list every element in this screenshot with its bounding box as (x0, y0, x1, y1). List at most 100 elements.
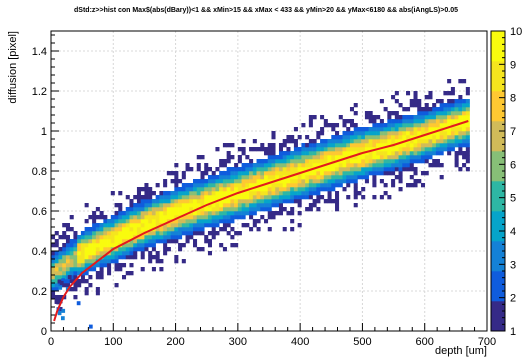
heatmap-cell (58, 275, 63, 280)
heatmap-cell (387, 151, 392, 156)
heatmap-cell (364, 131, 369, 136)
heatmap-cell (278, 199, 284, 204)
heatmap-cell (226, 175, 231, 180)
heatmap-cell (278, 143, 284, 148)
heatmap-cell (99, 239, 104, 244)
heatmap-cell (349, 171, 355, 176)
heatmap-cell (420, 151, 426, 156)
heatmap-cell (286, 199, 291, 204)
heatmap-cell (278, 151, 284, 156)
heatmap-cell (368, 139, 373, 144)
heatmap-cell (342, 135, 347, 140)
heatmap-cell (65, 235, 70, 240)
heatmap-cell (118, 207, 123, 212)
heatmap-cell (200, 207, 205, 212)
heatmap-cell (181, 195, 186, 200)
heatmap-cell (222, 171, 227, 176)
heatmap-cell (308, 191, 313, 196)
heatmap-cell (159, 207, 164, 212)
heatmap-cell (125, 271, 130, 276)
heatmap-cell (92, 247, 97, 252)
heatmap-cell (383, 143, 388, 148)
heatmap-cell (379, 171, 384, 176)
heatmap-cell (193, 243, 198, 248)
heatmap-cell (353, 111, 358, 116)
heatmap-cell (260, 215, 265, 220)
heatmap-cell (204, 199, 209, 204)
heatmap-cell (346, 131, 351, 136)
heatmap-cell (69, 251, 74, 256)
heatmap-cell (118, 251, 123, 256)
heatmap-cell (301, 179, 306, 184)
heatmap-cell (439, 111, 444, 116)
heatmap-cell (215, 219, 220, 224)
heatmap-cell (267, 159, 272, 164)
heatmap-cell (402, 119, 407, 124)
heatmap-cell (357, 191, 362, 196)
heatmap-cell (293, 127, 298, 132)
heatmap-cell (107, 227, 112, 232)
heatmap-cell (320, 143, 325, 148)
heatmap-cell (174, 255, 179, 260)
heatmap-cell (357, 163, 362, 168)
heatmap-cell (151, 239, 156, 244)
heatmap-cell (278, 207, 284, 212)
heatmap-cell (286, 155, 291, 160)
heatmap-cell (58, 271, 63, 276)
heatmap-cell (312, 139, 317, 144)
heatmap-cell (185, 227, 190, 232)
heatmap-cell (383, 183, 388, 188)
heatmap-cell (95, 235, 100, 240)
heatmap-cells (51, 79, 470, 329)
heatmap-cell (376, 159, 381, 164)
heatmap-cell (237, 147, 242, 152)
heatmap-cell (54, 251, 59, 256)
heatmap-cell (148, 203, 153, 208)
heatmap-cell (230, 167, 235, 172)
heatmap-cell (439, 151, 444, 156)
heatmap-cell (144, 243, 149, 248)
heatmap-cell (316, 187, 321, 192)
heatmap-cell (69, 267, 74, 272)
heatmap-cell (349, 179, 355, 184)
heatmap-cell (320, 183, 325, 188)
heatmap-cell (398, 159, 403, 164)
heatmap-cell (204, 211, 209, 216)
heatmap-cell (462, 111, 467, 116)
heatmap-cell (308, 147, 313, 152)
heatmap-cell (211, 191, 216, 196)
heatmap-cell (357, 171, 362, 176)
heatmap-cell (316, 135, 321, 140)
heatmap-cell (252, 175, 257, 180)
heatmap-cell (204, 191, 209, 196)
fit-curve (53, 120, 469, 322)
heatmap-cell (185, 207, 190, 212)
heatmap-cell (219, 227, 224, 232)
heatmap-cell (219, 171, 224, 176)
heatmap-cell (364, 127, 369, 132)
heatmap-cell (245, 223, 250, 228)
heatmap-cell (174, 211, 179, 216)
heatmap-cell (144, 215, 149, 220)
heatmap-cell (181, 207, 186, 212)
color-scale-tick-label: 8 (510, 93, 516, 105)
heatmap-cell (256, 159, 261, 164)
heatmap-cell (327, 167, 332, 172)
heatmap-cell (133, 207, 138, 212)
heatmap-cell (256, 227, 261, 232)
heatmap-cell (443, 131, 448, 136)
heatmap-cell (353, 163, 358, 168)
heatmap-cell (256, 147, 261, 152)
heatmap-cell (372, 131, 377, 136)
heatmap-cell (51, 251, 56, 256)
heatmap-cell (335, 151, 340, 156)
heatmap-cell (462, 139, 467, 144)
heatmap-cell (166, 191, 171, 196)
heatmap-cell (383, 123, 388, 128)
heatmap-cell (316, 163, 321, 168)
heatmap-cell (99, 215, 104, 220)
heatmap-cell (62, 275, 67, 280)
heatmap-cell (413, 151, 418, 156)
heatmap-cell (301, 187, 306, 192)
heatmap-cell (391, 111, 396, 116)
